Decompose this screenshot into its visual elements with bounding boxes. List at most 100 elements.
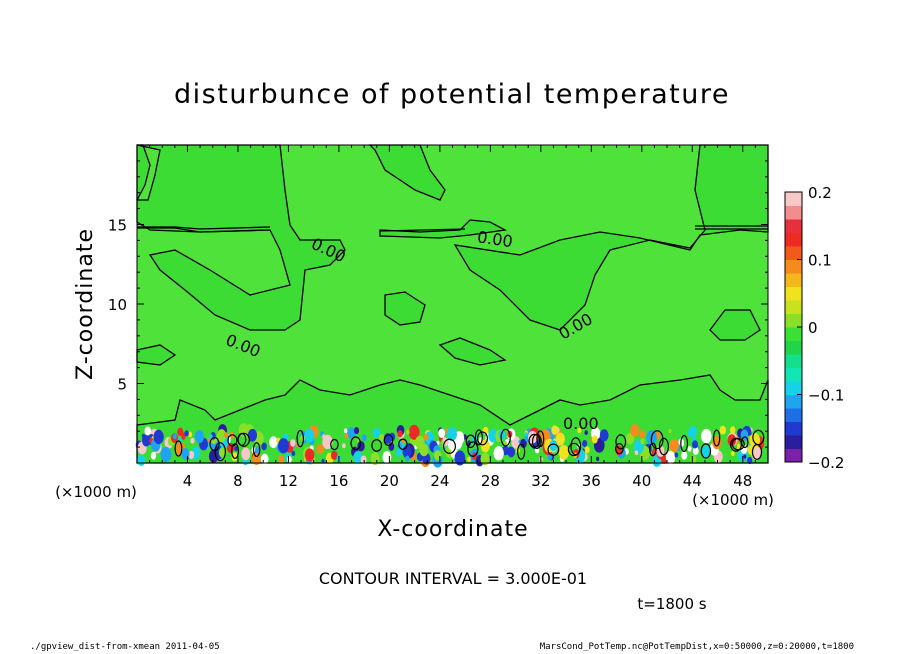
contour-label: 0.00 [563, 414, 599, 433]
colorbar-swatch [785, 327, 802, 341]
noise-blob [286, 455, 292, 463]
noise-blob [591, 435, 598, 444]
noise-blob [321, 458, 325, 464]
noise-blob [599, 429, 609, 442]
noise-blob [701, 428, 712, 444]
colorbar-swatch [785, 367, 802, 382]
x-tick-label: 32 [531, 472, 550, 490]
noise-blob [304, 448, 315, 462]
noise-blob [150, 451, 157, 460]
noise-blob [241, 447, 251, 461]
y-tick-label: 5 [117, 376, 127, 394]
colorbar-tick-label: 0 [808, 319, 818, 337]
x-tick-label: 40 [632, 472, 651, 490]
contour-label: 0.00 [476, 227, 514, 251]
noise-blob [681, 451, 688, 460]
x-tick-label: 8 [233, 472, 243, 490]
contour-region [709, 309, 761, 341]
noise-blob [415, 435, 425, 450]
noise-blob [181, 433, 186, 440]
noise-blob [584, 446, 590, 454]
contour-interval-text: CONTOUR INTERVAL = 3.000E-01 [319, 569, 587, 588]
noise-blob [187, 431, 193, 438]
contour-region [379, 219, 508, 239]
colorbar-swatch [785, 448, 802, 463]
noise-contour [547, 443, 560, 456]
noise-contour [570, 437, 582, 456]
colorbar-swatch [785, 192, 802, 206]
noise-blob [357, 440, 365, 452]
noise-blob [208, 449, 219, 463]
noise-blob [577, 427, 582, 434]
noise-contour [350, 436, 362, 451]
noise-blob [160, 446, 172, 463]
noise-blob [423, 433, 429, 441]
x-tick-label: 36 [582, 472, 601, 490]
noise-contour [214, 442, 226, 462]
noise-blob [520, 438, 527, 449]
contour-region [384, 291, 426, 326]
noise-blob [184, 430, 189, 437]
contour-region [453, 144, 769, 331]
noise-blob [343, 428, 348, 434]
noise-blob [397, 430, 403, 438]
noise-blob [701, 445, 711, 459]
noise-blob [405, 429, 410, 435]
noise-blob [488, 428, 498, 443]
noise-contour [252, 442, 261, 458]
x-axis-label: X-coordinate [377, 517, 528, 542]
colorbar-swatch [785, 273, 802, 287]
colorbar-swatch [785, 408, 802, 422]
noise-blob [551, 425, 559, 435]
noise-blob [347, 427, 356, 440]
colorbar-swatch [785, 259, 802, 274]
noise-contour [528, 433, 541, 448]
noise-contour [700, 443, 712, 459]
noise-blob [278, 455, 285, 464]
noise-contour [650, 430, 664, 450]
chart-title: disturbunce of potential temperature [174, 79, 730, 110]
noise-blob [247, 428, 258, 442]
colorbar-swatch [785, 394, 802, 409]
noise-contour [174, 440, 183, 457]
noise-blob [316, 444, 324, 455]
noise-blob [446, 427, 457, 442]
colorbar-tick-label: −0.2 [808, 454, 844, 472]
noise-blob [137, 454, 146, 466]
x-tick-label: 4 [183, 472, 193, 490]
noise-contour [752, 429, 765, 446]
noise-contour [227, 434, 238, 447]
noise-contour [443, 438, 456, 454]
noise-blob [555, 432, 565, 446]
noise-blob [743, 454, 747, 459]
colorbar-swatch [785, 232, 802, 247]
x-tick-label: 28 [481, 472, 500, 490]
y-tick-label: 15 [108, 217, 127, 235]
colorbar-swatch [785, 300, 802, 314]
noise-blob [378, 433, 385, 442]
noise-contour [741, 436, 749, 449]
noise-blob [558, 445, 570, 460]
colorbar [784, 191, 803, 463]
colorbar-swatch [785, 246, 802, 260]
noise-blob [408, 424, 420, 440]
noise-blob [595, 456, 600, 462]
noise-blob [669, 439, 680, 453]
time-text: t=1800 s [637, 595, 706, 613]
noise-blob [190, 437, 195, 444]
noise-blob [549, 440, 558, 452]
noise-blob [304, 428, 315, 443]
plot-area: 0.00 0.00 0.00 0.00 0.00 [135, 144, 769, 468]
noise-blob [382, 450, 392, 464]
noise-blob [687, 431, 692, 437]
noise-blob [353, 451, 363, 464]
noise-blob [467, 456, 471, 462]
noise-blob [234, 445, 239, 452]
colorbar-swatch [785, 286, 802, 301]
noise-blob [360, 455, 367, 464]
noise-blob [330, 450, 338, 461]
noise-blob [584, 430, 588, 436]
colorbar-swatch [785, 381, 802, 395]
noise-blob [454, 450, 466, 466]
noise-contour [730, 437, 742, 452]
